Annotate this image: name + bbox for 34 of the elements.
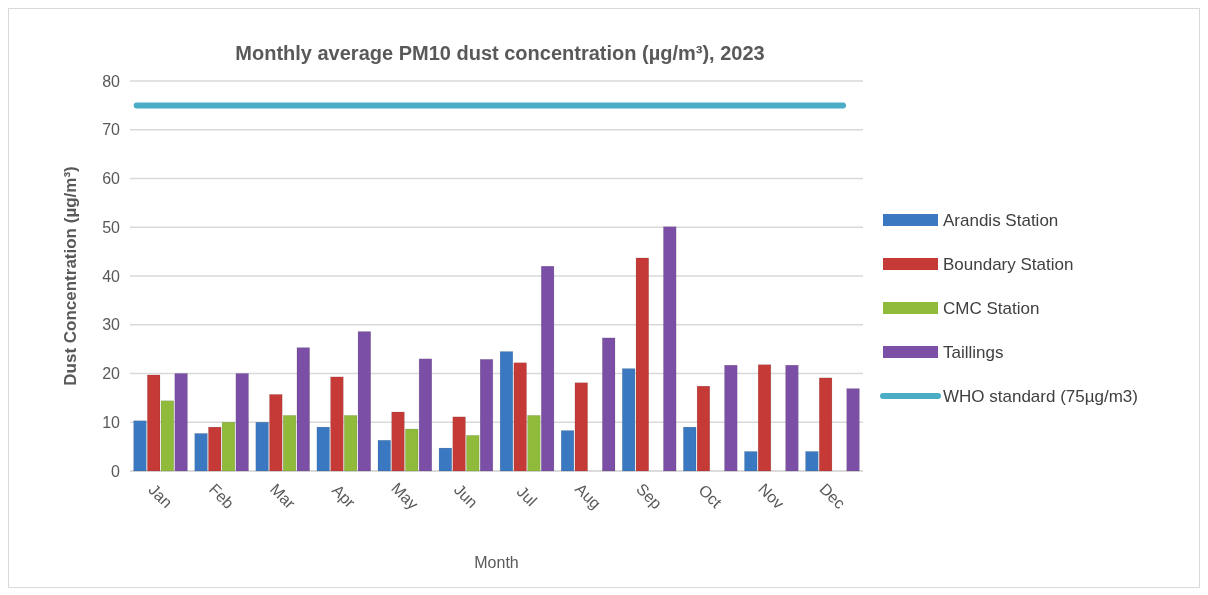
x-tick-label: Jul: [513, 482, 541, 510]
x-tick-label: Mar: [266, 480, 299, 513]
bar: [602, 337, 616, 472]
y-tick-label: 80: [102, 72, 121, 90]
x-tick-label: Jun: [450, 480, 482, 512]
y-tick-label: 0: [111, 462, 121, 480]
x-tick-label: Jan: [145, 480, 176, 512]
x-tick-label: Oct: [695, 481, 726, 512]
y-tick-label: 70: [102, 121, 121, 139]
bar: [846, 388, 860, 472]
legend-label: Arandis Station: [943, 210, 1059, 230]
y-tick-label: 20: [102, 365, 121, 383]
legend-label: WHO standard (75µg/m3): [943, 386, 1138, 406]
x-tick-label: Feb: [205, 480, 238, 512]
y-tick-label: 10: [102, 413, 121, 431]
x-tick-label: Sep: [633, 480, 666, 513]
legend-label: Taillings: [943, 342, 1004, 362]
y-tick-label: 30: [102, 316, 121, 334]
x-axis-title: Month: [474, 554, 519, 571]
y-tick-label: 60: [102, 170, 121, 188]
x-tick-label: Aug: [571, 480, 605, 513]
legend-label: Boundary Station: [943, 254, 1074, 274]
y-tick-label: 50: [102, 218, 121, 236]
bar: [724, 364, 738, 472]
chart-title: Monthly average PM10 dust concentration (µg/m³), 2023: [235, 42, 765, 64]
bar: [663, 226, 677, 472]
legend-label: CMC Station: [943, 298, 1040, 318]
x-tick-label: Dec: [816, 480, 849, 513]
x-tick-label: May: [388, 479, 422, 513]
x-tick-label: Apr: [328, 481, 360, 512]
y-axis-title: Dust Concentration (µg/m³): [61, 166, 80, 386]
y-tick-label: 40: [102, 267, 121, 285]
bar: [785, 364, 799, 472]
x-tick-label: Nov: [755, 480, 788, 513]
